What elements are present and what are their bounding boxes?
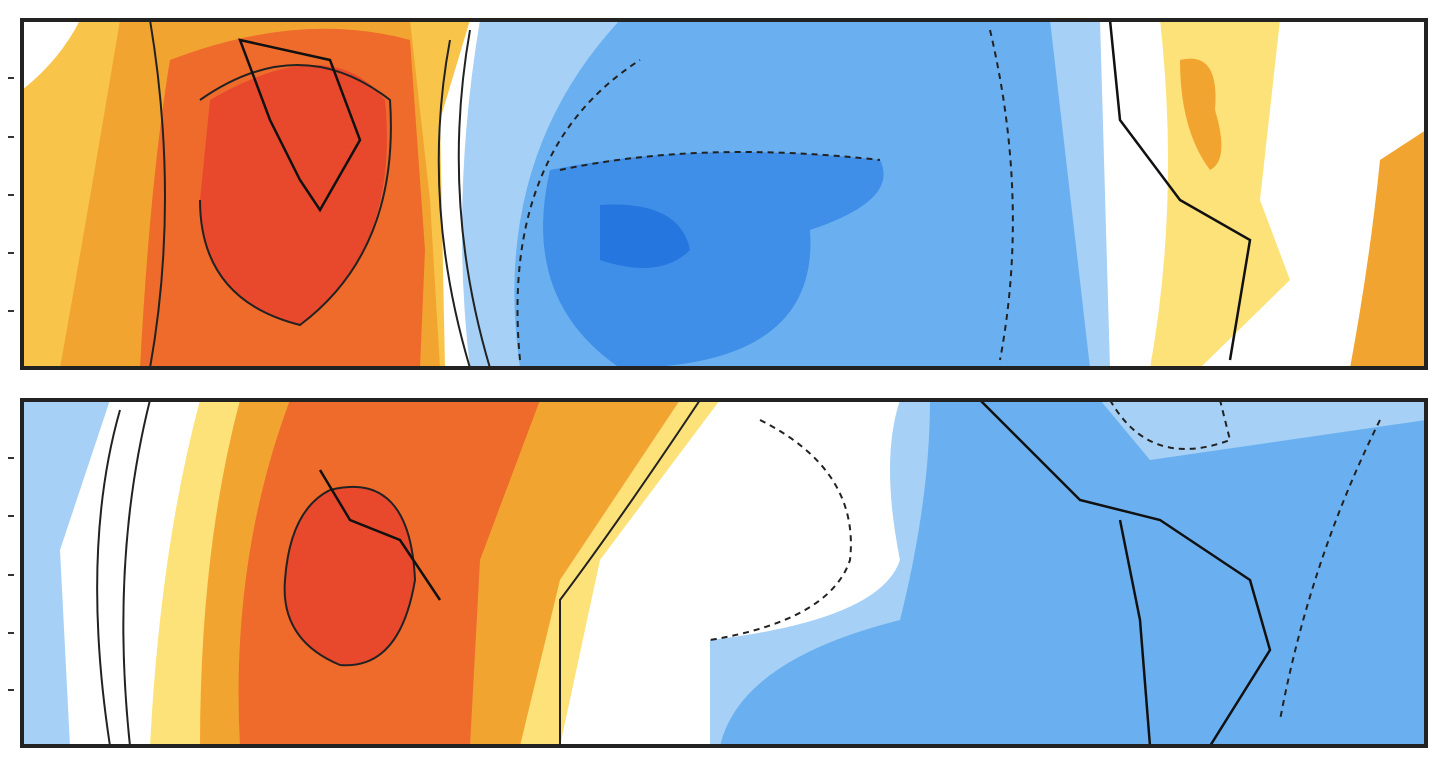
panel-frame [20,18,1428,370]
contour [283,485,417,667]
anomaly-cool-1 [22,400,110,746]
anomaly-cool-3 [720,400,1426,746]
anomaly-warm-4 [284,486,415,666]
contour [709,400,1381,721]
contour [437,29,491,368]
contour [516,29,1014,361]
anomaly-warm-4 [200,65,387,325]
contour [149,20,392,368]
anomaly-cool-4 [600,204,690,268]
anomaly-warm-7 [1350,130,1426,368]
coastline [318,400,1272,746]
panel-frame [20,398,1428,748]
panel-bottom [22,400,1426,746]
contour [96,400,701,746]
panel-top [22,20,1426,368]
axis-ticks [8,77,14,691]
anomaly-warm-6 [1180,58,1222,171]
coastline [238,20,1252,361]
